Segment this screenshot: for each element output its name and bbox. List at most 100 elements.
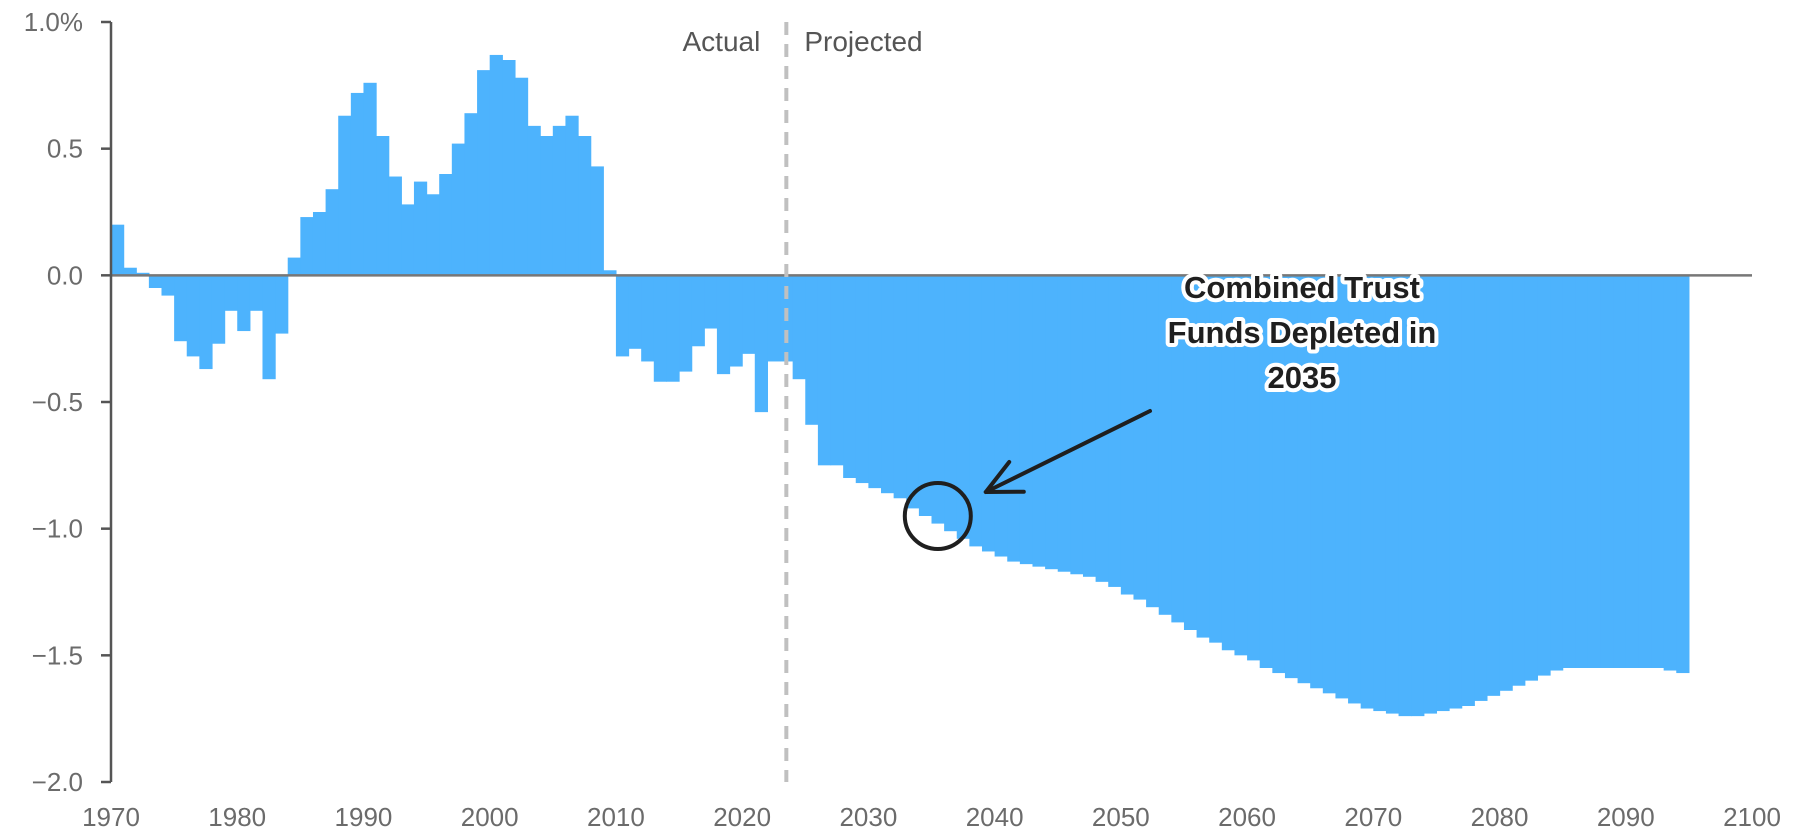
bar-2048	[1095, 275, 1109, 582]
bar-2020	[742, 275, 756, 354]
y-tick-label: 1.0%	[24, 7, 83, 37]
bar-2061	[1259, 275, 1273, 668]
y-tick-label: 0.0	[47, 260, 83, 290]
bar-2025	[805, 275, 819, 425]
bar-2011	[628, 275, 642, 349]
x-tick-label: 2100	[1723, 802, 1781, 830]
bar-2008	[590, 166, 604, 276]
bar-2077	[1461, 275, 1475, 706]
bar-1988	[338, 115, 352, 276]
bar-2091	[1638, 275, 1652, 668]
bar-1981	[249, 275, 264, 311]
bar-2084	[1550, 275, 1564, 671]
bar-2071	[1385, 275, 1400, 714]
x-tick-label: 1970	[82, 802, 140, 830]
bar-1970	[111, 224, 125, 276]
bar-2058	[1221, 275, 1236, 651]
bar-2035	[931, 275, 945, 524]
bar-2050	[1120, 275, 1135, 595]
bar-2083	[1537, 275, 1551, 676]
bar-1974	[161, 275, 175, 296]
bar-1972	[136, 272, 150, 276]
bar-1978	[211, 275, 226, 344]
bar-1997	[451, 143, 466, 276]
bar-2088	[1600, 275, 1614, 668]
bar-2062	[1272, 275, 1286, 674]
bar-1991	[376, 136, 390, 276]
bar-2004	[540, 136, 554, 276]
bar-2094	[1676, 275, 1690, 674]
bar-2060	[1247, 275, 1261, 661]
bar-1993	[401, 204, 415, 276]
bar-2053	[1158, 275, 1172, 615]
bar-2070	[1373, 275, 1387, 712]
bar-2056	[1196, 275, 1210, 638]
bar-2072	[1398, 275, 1412, 717]
bar-2049	[1108, 275, 1122, 587]
bar-2043	[1032, 275, 1046, 567]
x-tick-label: 2020	[713, 802, 771, 830]
bar-1992	[388, 176, 402, 276]
bar-2078	[1474, 275, 1488, 701]
bar-2064	[1297, 275, 1311, 684]
bar-2026	[817, 275, 832, 466]
bar-1983	[275, 275, 289, 334]
y-tick-label: −0.5	[32, 387, 83, 417]
bar-1984	[287, 257, 301, 276]
bar-2063	[1284, 275, 1299, 679]
bar-2073	[1411, 275, 1425, 717]
bar-2033	[906, 275, 920, 509]
bar-1977	[199, 275, 213, 370]
annotation-line-1: Combined Trust	[1184, 270, 1420, 305]
bar-2000	[489, 54, 503, 276]
x-tick-label: 2030	[839, 802, 897, 830]
bar-2014	[666, 275, 680, 382]
bar-2054	[1171, 275, 1185, 623]
bar-2046	[1070, 275, 1084, 575]
x-tick-label: 2010	[587, 802, 645, 830]
bar-2085	[1562, 275, 1576, 668]
bar-2080	[1499, 275, 1513, 691]
bar-2005	[552, 125, 567, 276]
bar-series	[111, 54, 1690, 717]
bar-2055	[1183, 275, 1198, 630]
x-tick-label: 2000	[461, 802, 519, 830]
bar-2086	[1575, 275, 1589, 668]
bar-1979	[224, 275, 238, 311]
bar-2057	[1209, 275, 1223, 643]
bar-2081	[1512, 275, 1526, 686]
bar-2017	[704, 275, 718, 329]
bar-2031	[881, 275, 895, 494]
bar-2038	[969, 275, 983, 547]
bar-1987	[325, 189, 339, 276]
bar-2021	[754, 275, 768, 413]
x-tick-label: 2060	[1218, 802, 1276, 830]
depletion-annotation: Combined Trust Funds Depleted in 2035	[902, 266, 1440, 551]
bar-2010	[615, 275, 630, 357]
bar-2040	[994, 275, 1008, 557]
bar-1996	[439, 174, 453, 276]
x-axis-ticks: 1970 1980 1990 2000 2010 2020 2030 2040 2050 2060…	[82, 802, 1781, 830]
bar-1975	[174, 275, 188, 342]
bar-2002	[514, 77, 529, 276]
depletion-marker-circle	[902, 481, 973, 551]
bar-2029	[855, 275, 869, 484]
y-tick-label: 0.5	[47, 134, 83, 164]
bar-1989	[350, 92, 365, 276]
y-tick-label: −2.0	[32, 767, 83, 797]
x-tick-label: 2040	[966, 802, 1024, 830]
bar-2009	[603, 270, 617, 276]
annotation-arrowhead	[983, 460, 1026, 494]
annotation-arrow	[983, 409, 1152, 494]
bar-2047	[1082, 275, 1097, 577]
x-tick-label: 1990	[335, 802, 393, 830]
bar-2018	[716, 275, 731, 375]
bar-2015	[679, 275, 693, 372]
bar-1985	[300, 217, 314, 276]
bar-2006	[565, 115, 579, 276]
bar-2039	[981, 275, 996, 552]
projected-region-label: Projected	[804, 26, 922, 57]
bar-2003	[527, 125, 541, 276]
bar-2076	[1449, 275, 1463, 709]
